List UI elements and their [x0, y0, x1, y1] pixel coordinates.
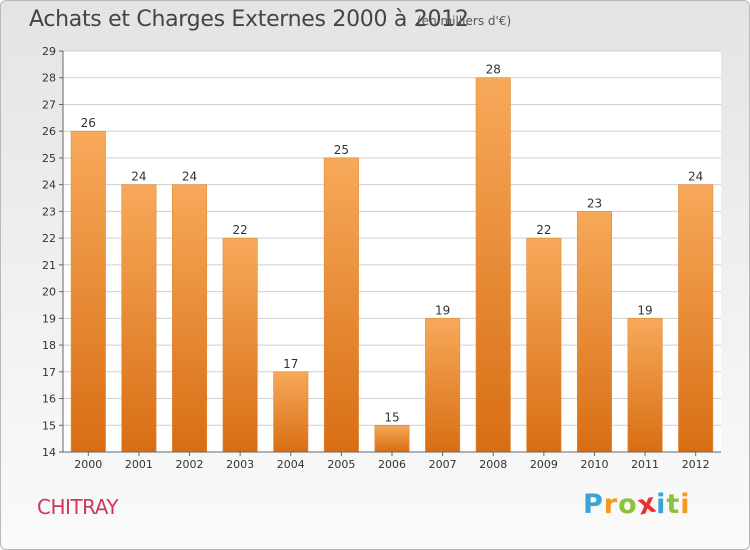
y-tick-label: 27	[42, 98, 56, 111]
value-label-2001: 24	[131, 170, 146, 184]
x-tick-label-2007: 2007	[429, 458, 457, 471]
y-tick-label: 24	[42, 179, 56, 192]
chart-unit: (en milliers d'€)	[417, 14, 512, 28]
x-tick-label-2003: 2003	[226, 458, 254, 471]
y-tick-label: 19	[42, 312, 56, 325]
y-tick-label: 14	[42, 446, 56, 459]
value-label-2006: 15	[384, 410, 399, 424]
logo-letter: t	[666, 489, 681, 520]
value-label-2000: 26	[81, 116, 96, 130]
value-label-2011: 19	[637, 303, 652, 317]
x-tick-label-2006: 2006	[378, 458, 406, 471]
value-label-2002: 24	[182, 170, 197, 184]
x-tick-label-2000: 2000	[74, 458, 102, 471]
bar-2003	[222, 237, 258, 453]
y-tick-label: 21	[42, 259, 56, 272]
x-tick-label-2008: 2008	[479, 458, 507, 471]
x-tick-label-2002: 2002	[176, 458, 204, 471]
y-tick-label: 29	[42, 45, 56, 58]
x-tick-label-2012: 2012	[682, 458, 710, 471]
y-tick-label: 20	[42, 286, 56, 299]
value-label-2009: 22	[536, 223, 551, 237]
y-tick-label: 28	[42, 72, 56, 85]
y-tick-label: 25	[42, 152, 56, 165]
bar-2005	[323, 157, 359, 453]
x-tick-label-2009: 2009	[530, 458, 558, 471]
bar-2001	[121, 184, 157, 453]
value-label-2007: 19	[435, 303, 450, 317]
logo-letter: i	[680, 489, 691, 520]
plot-area	[63, 51, 721, 452]
town-name: CHITRAY	[37, 495, 119, 519]
logo-letter: i	[656, 489, 667, 520]
proxiti-logo: Proxiti	[583, 487, 691, 521]
bar-2006	[374, 424, 410, 453]
logo-letter: P	[583, 489, 604, 520]
y-tick-label: 26	[42, 125, 56, 138]
y-tick-label: 22	[42, 232, 56, 245]
chart-title: Achats et Charges Externes 2000 à 2012	[29, 7, 469, 32]
value-label-2012: 24	[688, 170, 703, 184]
bar-2009	[526, 237, 562, 453]
y-tick-label: 17	[42, 366, 56, 379]
y-tick-label: 18	[42, 339, 56, 352]
value-label-2010: 23	[587, 196, 602, 210]
bar-2007	[425, 318, 461, 453]
bar-2000	[70, 130, 106, 453]
bar-2004	[273, 371, 309, 453]
value-label-2008: 28	[486, 63, 501, 77]
bar-2011	[627, 318, 663, 453]
bar-2008	[475, 77, 511, 453]
y-tick-label: 16	[42, 393, 56, 406]
x-tick-label-2011: 2011	[631, 458, 659, 471]
x-tick-label-2010: 2010	[580, 458, 608, 471]
bar-2012	[678, 184, 714, 453]
bar-2010	[576, 211, 612, 453]
bar-2002	[172, 184, 208, 453]
x-tick-label-2004: 2004	[277, 458, 305, 471]
logo-letter: r	[603, 489, 619, 520]
value-label-2003: 22	[233, 223, 248, 237]
value-label-2004: 17	[283, 357, 298, 371]
logo-letter: o	[618, 489, 638, 520]
x-tick-label-2005: 2005	[327, 458, 355, 471]
value-label-2005: 25	[334, 143, 349, 157]
y-tick-label: 23	[42, 205, 56, 218]
y-tick-label: 15	[42, 419, 56, 432]
x-tick-label-2001: 2001	[125, 458, 153, 471]
